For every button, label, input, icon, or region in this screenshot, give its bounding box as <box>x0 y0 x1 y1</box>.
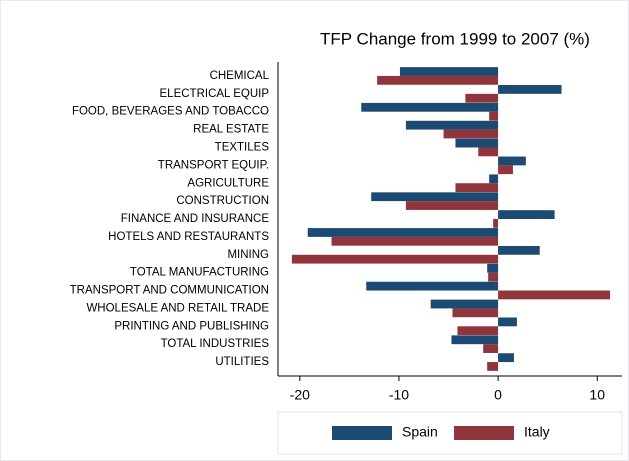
legend-swatch <box>454 426 514 440</box>
bar <box>399 67 499 76</box>
bar <box>483 344 499 353</box>
bar <box>443 129 499 139</box>
bar <box>451 335 499 345</box>
bar <box>455 138 499 148</box>
legend-label: Spain <box>402 424 438 440</box>
y-tick-label: PRINTING AND PUBLISHING <box>114 320 269 332</box>
bar <box>478 147 499 157</box>
x-tick-label: 10 <box>589 387 605 403</box>
bar <box>498 290 611 300</box>
y-tick-label: HOTELS AND RESTAURANTS <box>108 231 269 243</box>
bar <box>371 192 499 202</box>
bar <box>498 353 514 363</box>
bar <box>493 219 499 228</box>
y-tick-label: AGRICULTURE <box>187 177 269 189</box>
bar <box>498 165 513 175</box>
bar <box>452 308 499 318</box>
y-tick-label: MINING <box>227 249 269 261</box>
y-tick-label: REAL ESTATE <box>193 124 269 136</box>
bar <box>487 263 499 273</box>
bar <box>498 85 562 94</box>
bar <box>465 93 499 103</box>
bar <box>331 236 499 246</box>
y-tick-label: TRANSPORT EQUIP. <box>158 159 269 171</box>
x-tick-label: -20 <box>290 387 310 403</box>
bar <box>498 317 517 327</box>
y-tick-label: TEXTILES <box>215 142 270 154</box>
bar <box>377 75 499 85</box>
bar <box>487 362 499 371</box>
x-tick-label: 0 <box>494 387 502 403</box>
bar <box>405 120 499 130</box>
bar <box>489 111 499 121</box>
x-tick-label: -10 <box>389 387 409 403</box>
y-tick-label: CONSTRUCTION <box>176 195 269 207</box>
bar <box>366 281 499 291</box>
y-tick-label: ELECTRICAL EQUIP <box>160 88 270 100</box>
y-tick-label: FINANCE AND INSURANCE <box>121 213 270 225</box>
bar <box>457 326 499 336</box>
bar <box>361 102 499 112</box>
y-tick-label: CHEMICAL <box>210 70 270 82</box>
legend-box <box>277 411 623 455</box>
y-tick-label: WHOLESALE AND RETAIL TRADE <box>86 302 269 314</box>
bar <box>489 174 499 184</box>
bar <box>498 156 526 166</box>
y-tick-label: TOTAL MANUFACTURING <box>130 267 269 279</box>
chart-title: TFP Change from 1999 to 2007 (%) <box>320 29 590 48</box>
bar <box>291 254 499 264</box>
bar <box>307 228 499 237</box>
y-tick-label: FOOD, BEVERAGES AND TOBACCO <box>72 106 269 118</box>
legend-label: Italy <box>524 424 550 440</box>
bar <box>430 299 499 309</box>
bar <box>498 245 540 255</box>
y-tick-label: TOTAL INDUSTRIES <box>161 338 270 350</box>
bar <box>405 201 499 210</box>
bar <box>488 272 499 282</box>
y-tick-label: UTILITIES <box>215 356 269 368</box>
legend-swatch <box>332 426 392 440</box>
y-tick-label: TRANSPORT AND COMMUNICATION <box>70 285 269 297</box>
bar <box>455 183 499 193</box>
bar <box>498 210 555 219</box>
